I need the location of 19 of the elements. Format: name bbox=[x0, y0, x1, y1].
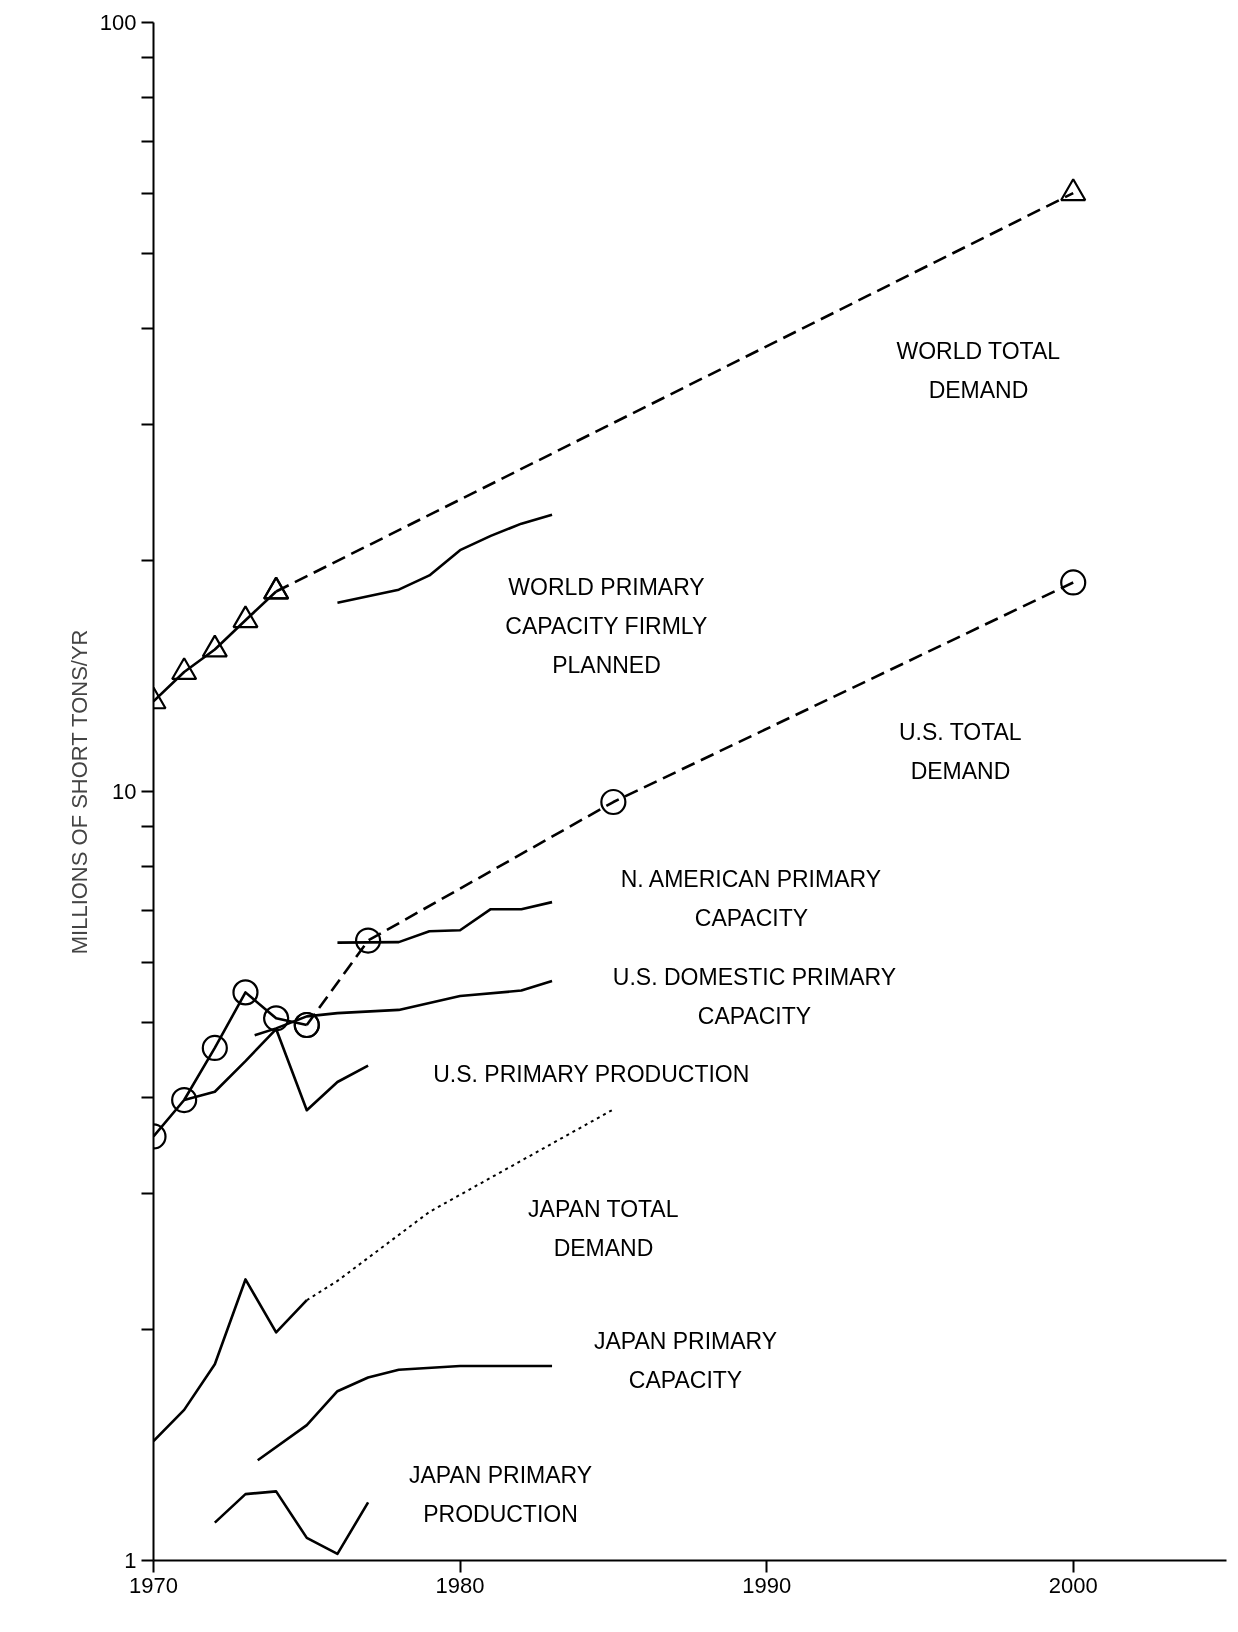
annotation: N. AMERICAN PRIMARY CAPACITY bbox=[620, 866, 882, 931]
x-tick-label: 2000 bbox=[1048, 1572, 1098, 1598]
line-series bbox=[256, 1364, 554, 1462]
x-tick-label: 1980 bbox=[435, 1572, 485, 1598]
annotation: WORLD PRIMARY CAPACITY FIRMLY PLANNED bbox=[505, 573, 708, 678]
x-tick-label: 1990 bbox=[742, 1572, 792, 1598]
x-tick-label: 1970 bbox=[129, 1572, 178, 1598]
annotation: WORLD TOTAL DEMAND bbox=[896, 338, 1061, 403]
annotation: U.S. TOTAL DEMAND bbox=[898, 719, 1022, 784]
line-series bbox=[213, 1490, 370, 1556]
annotation: JAPAN PRIMARY CAPACITY bbox=[593, 1328, 778, 1393]
annotation: U.S. PRIMARY PRODUCTION bbox=[433, 1060, 750, 1087]
annotation: JAPAN PRIMARY PRODUCTION bbox=[408, 1462, 593, 1527]
y-axis-title: MILLIONS OF SHORT TONS/YR bbox=[66, 629, 92, 955]
y-tick-label: 1 bbox=[124, 1548, 137, 1573]
annotation: JAPAN TOTAL DEMAND bbox=[528, 1196, 679, 1261]
y-tick-label: 10 bbox=[112, 779, 137, 804]
y-tick-label: 100 bbox=[99, 10, 137, 35]
annotation: U.S. DOMESTIC PRIMARY CAPACITY bbox=[612, 964, 897, 1029]
